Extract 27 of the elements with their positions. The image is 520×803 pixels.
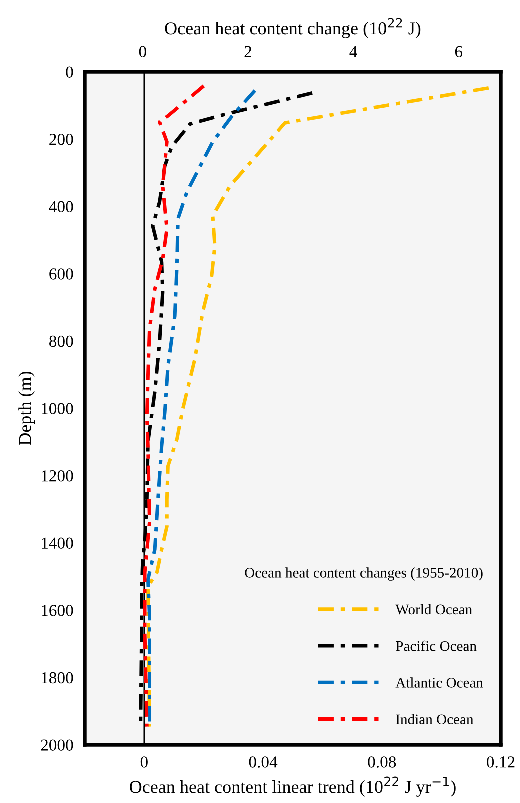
x2-tick-label: 4: [350, 46, 358, 58]
y-tick-label: 1800: [42, 672, 74, 684]
x2-tick-label: 2: [244, 46, 252, 58]
legend-title: Ocean heat content changes (1955-2010): [245, 568, 483, 581]
x2-axis-title: Ocean heat content change (10$^{22}$ J): [165, 18, 421, 38]
x2-tick-label: 0: [139, 46, 146, 58]
y-tick-label: 200: [50, 134, 74, 146]
x-tick-label: 0.12: [487, 756, 515, 768]
x-tick-label: 0.08: [368, 756, 396, 768]
y-tick-label: 2000: [41, 740, 74, 751]
y-tick-label: 1000: [42, 403, 74, 414]
legend-label: Pacific Ocean: [396, 640, 477, 652]
legend-label: World Ocean: [396, 604, 472, 615]
x-tick-label: 0.04: [249, 756, 278, 768]
y-tick-label: 400: [49, 201, 74, 213]
x2-tick-label: 6: [455, 46, 463, 58]
y-tick-label: 1400: [42, 538, 74, 550]
legend-label: Indian Ocean: [396, 714, 474, 725]
y-tick-label: 1600: [42, 605, 74, 616]
y-axis-title: Depth (m): [18, 372, 35, 446]
y-tick-label: 800: [50, 336, 74, 348]
y-tick-label: 1200: [42, 470, 74, 482]
legend-label: Atlantic Ocean: [396, 678, 484, 688]
x-tick-label: 0: [140, 756, 148, 768]
x-axis-title: Ocean heat content linear trend (10$^{22}$ J yr$^{−1}$): [130, 776, 456, 797]
y-tick-label: 0: [66, 66, 74, 78]
y-tick-label: 600: [50, 268, 74, 280]
